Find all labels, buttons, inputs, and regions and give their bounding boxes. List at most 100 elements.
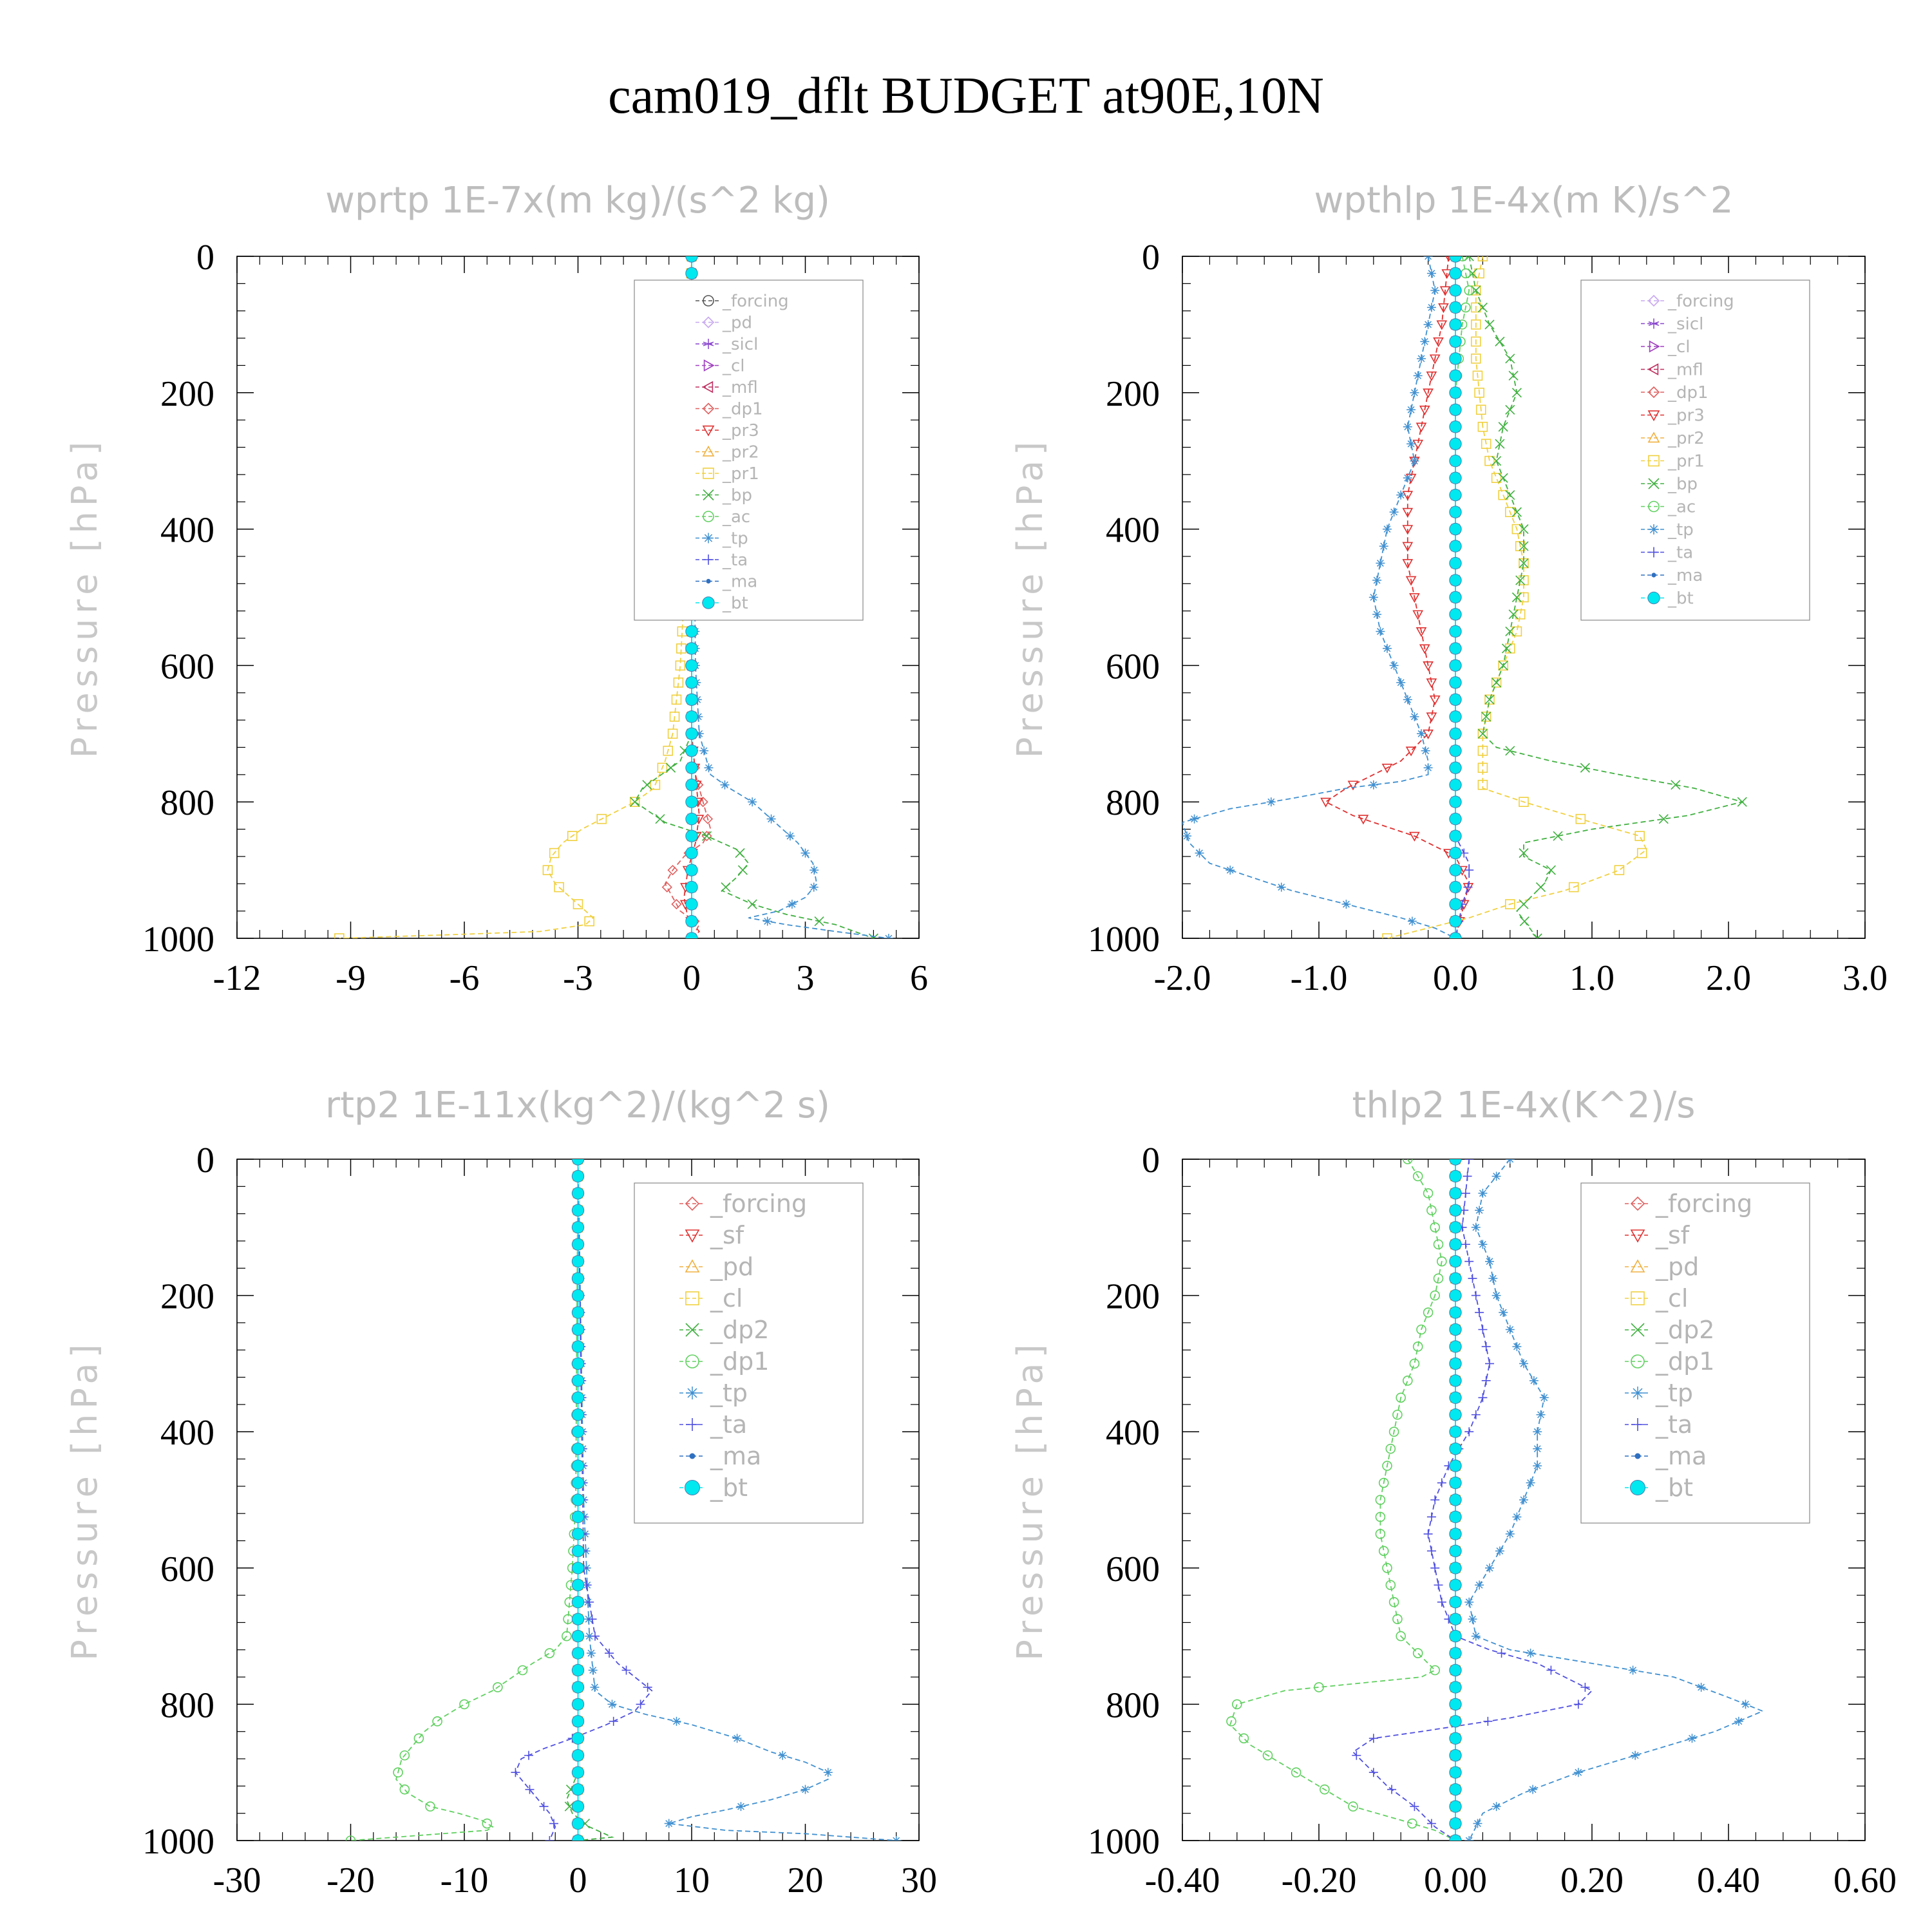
legend-marker <box>702 445 715 457</box>
series-dp1-marker <box>697 797 708 808</box>
chart-panel-4: thlp2 1E-4x(K^2)/s Pressure [hPa] -0.40 -0.… <box>1010 1084 1897 1900</box>
series-bt-marker <box>1449 1289 1462 1302</box>
legend-marker <box>703 295 714 307</box>
series-bp-marker <box>1498 473 1508 483</box>
series-bt-marker <box>685 693 698 706</box>
legend-item: _dp2 <box>1625 1316 1714 1344</box>
series-pr1-marker <box>1505 507 1515 517</box>
series-pr3-marker <box>1441 269 1453 279</box>
series-dp1-marker <box>667 864 678 876</box>
series-bt-marker <box>571 1159 585 1166</box>
series-bt-marker <box>571 1562 585 1575</box>
series-bp-marker <box>1658 814 1669 824</box>
series-tp-marker <box>1488 1274 1498 1283</box>
series-bt-marker <box>1449 1170 1462 1183</box>
legend-marker <box>703 511 714 522</box>
series-pr1-marker <box>1519 575 1529 585</box>
legend-item: _bt <box>1641 589 1694 609</box>
legend-label: _ta <box>710 1410 747 1439</box>
series-tp-marker <box>1492 1802 1501 1812</box>
series-bt-marker <box>685 659 698 672</box>
series-ta-marker <box>1471 1410 1481 1419</box>
series-bt-marker <box>571 1391 585 1405</box>
x-tick-label: 1.0 <box>1569 958 1615 998</box>
chart-panel-2: wpthlp 1E-4x(m K)/s^2 Pressure [hPa] -2.0 -… <box>1010 180 1888 998</box>
legend-marker <box>703 489 714 501</box>
legend-item: _sicl <box>1641 315 1703 334</box>
series-bt-marker <box>571 1357 585 1370</box>
series-pr1-line <box>339 256 692 938</box>
series-tp-marker <box>1528 1785 1538 1794</box>
series-tp-marker <box>732 1734 742 1743</box>
legend-label: _forcing <box>722 292 789 311</box>
series-bt-marker <box>1449 352 1462 365</box>
series-pr1-marker <box>1511 626 1522 637</box>
series-pr1-marker <box>663 745 674 756</box>
series-tp-marker <box>1533 1461 1542 1471</box>
legend-marker <box>1649 524 1659 535</box>
series-pr1-marker <box>1505 899 1515 909</box>
series-tp-marker <box>607 1700 617 1709</box>
series-dp1-marker <box>1262 1750 1273 1761</box>
series-bt-marker <box>1449 1187 1462 1200</box>
series-bt-marker <box>1449 1272 1462 1285</box>
series-bt-marker <box>571 1698 585 1711</box>
series-tp-marker <box>694 712 703 721</box>
series-tp-marker <box>1368 780 1378 790</box>
panel-title: thlp2 1E-4x(K^2)/s <box>1352 1084 1696 1126</box>
series-pr1-marker <box>1515 609 1526 620</box>
series-pr3-marker <box>1405 576 1417 586</box>
series-tp-marker <box>1734 1716 1743 1726</box>
legend-item: _mfl <box>696 378 758 397</box>
x-tick-label: 0.0 <box>1433 958 1478 998</box>
series-pr3-line <box>1324 256 1470 938</box>
y-tick-label: 200 <box>160 374 214 414</box>
series-tp-marker <box>1182 831 1192 841</box>
series-bp-marker <box>1519 524 1529 535</box>
series-bt-marker <box>1449 1544 1462 1558</box>
series-tp-marker <box>590 1682 600 1692</box>
series-pr3-marker <box>1402 559 1414 569</box>
series-dp1-marker <box>1392 1409 1403 1420</box>
series-tp-marker <box>787 900 797 909</box>
x-tick-label: 0.20 <box>1560 1861 1624 1900</box>
series-tp-marker <box>1464 1836 1474 1841</box>
series-pr3-marker <box>1405 746 1417 757</box>
legend-item: _sicl <box>696 335 758 354</box>
legend-marker <box>702 425 715 437</box>
legend-item: _tp <box>1625 1379 1693 1407</box>
legend-box <box>1580 279 1810 621</box>
series-ta-marker <box>1430 1563 1440 1573</box>
series-tp-marker <box>1407 916 1417 926</box>
legend: _forcing _sicl _cl _mfl _dp1 _pr3 _pr2 _pr1 _bp _… <box>1580 279 1810 621</box>
legend-marker <box>702 381 714 393</box>
series-pr1-marker <box>1477 779 1488 790</box>
series-ta-marker <box>585 1597 594 1607</box>
series-bp-marker <box>1535 882 1546 893</box>
series-dp1-marker <box>1392 1614 1403 1624</box>
series-bt-marker <box>571 1255 585 1268</box>
series-pr1-marker <box>1477 421 1488 432</box>
series-bp-marker <box>1495 336 1505 346</box>
series-bt-marker <box>1449 1749 1462 1762</box>
series-ta-marker <box>1461 1188 1470 1198</box>
series-pr3-marker <box>1409 593 1420 603</box>
series-ta-marker <box>621 1665 631 1675</box>
x-tick-label: 2.0 <box>1706 958 1751 998</box>
y-tick-label: 400 <box>1106 1413 1160 1453</box>
legend-item: _bp <box>696 486 752 506</box>
series-bt-marker <box>685 880 698 894</box>
series-dp1-marker <box>1396 1392 1406 1403</box>
series-bt-marker <box>1449 932 1462 938</box>
legend-label: _pr2 <box>1667 429 1705 448</box>
series-ta-marker <box>587 1615 597 1624</box>
series-dp1-marker <box>1388 1596 1399 1607</box>
series-tp-marker <box>585 1631 594 1641</box>
series-bt-marker <box>685 256 698 263</box>
series-pr1-marker <box>334 933 345 938</box>
series-tp-marker <box>1478 1188 1488 1198</box>
legend-label: _tp <box>710 1379 748 1407</box>
series-dp1-marker <box>393 1767 403 1777</box>
series-ta-marker <box>1461 1240 1470 1249</box>
series-pr1-marker <box>1519 797 1529 807</box>
